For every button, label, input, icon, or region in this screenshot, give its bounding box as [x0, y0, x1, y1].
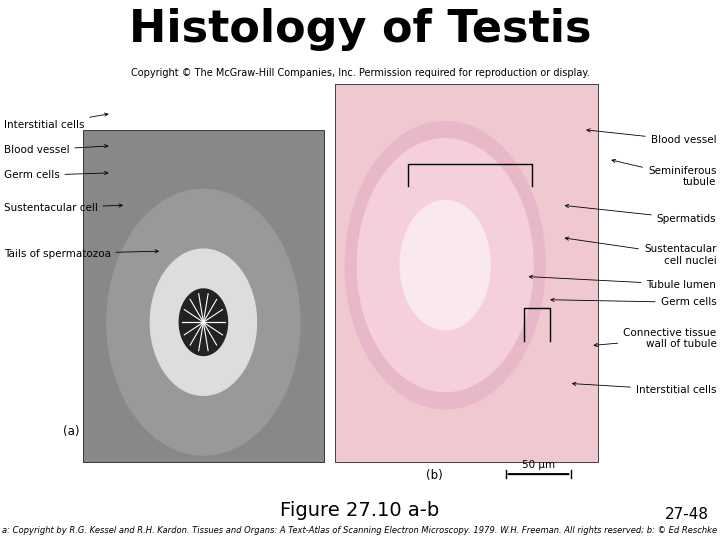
Text: a: Copyright by R.G. Kessel and R.H. Kardon. Tissues and Organs: A Text-Atlas of: a: Copyright by R.G. Kessel and R.H. Kar… — [2, 526, 718, 535]
Text: Interstitial cells: Interstitial cells — [572, 382, 716, 395]
Text: Germ cells: Germ cells — [551, 298, 716, 307]
Text: Seminiferous
tubule: Seminiferous tubule — [612, 159, 716, 187]
Polygon shape — [179, 289, 228, 355]
Text: Figure 27.10 a-b: Figure 27.10 a-b — [280, 501, 440, 520]
Bar — [335, 84, 598, 462]
Bar — [83, 130, 324, 462]
Polygon shape — [107, 190, 300, 455]
Text: Histology of Testis: Histology of Testis — [129, 8, 591, 51]
Text: (a): (a) — [63, 426, 79, 438]
Text: 50 μm: 50 μm — [522, 460, 555, 470]
Text: Tubule lumen: Tubule lumen — [529, 275, 716, 289]
Text: Blood vessel: Blood vessel — [587, 129, 716, 145]
Text: Sustentacular cell: Sustentacular cell — [4, 203, 122, 213]
Text: Spermatids: Spermatids — [565, 204, 716, 224]
Text: (b): (b) — [426, 469, 443, 482]
Text: Copyright © The McGraw-Hill Companies, Inc. Permission required for reproduction: Copyright © The McGraw-Hill Companies, I… — [130, 68, 590, 78]
Polygon shape — [400, 200, 490, 330]
Text: Sustentacular
cell nuclei: Sustentacular cell nuclei — [565, 237, 716, 266]
Text: Germ cells: Germ cells — [4, 171, 108, 180]
Text: 27-48: 27-48 — [665, 507, 709, 522]
Polygon shape — [150, 249, 256, 395]
Polygon shape — [357, 139, 533, 392]
Text: Tails of spermatozoa: Tails of spermatozoa — [4, 249, 158, 259]
Text: Connective tissue
wall of tubule: Connective tissue wall of tubule — [594, 328, 716, 349]
Text: Blood vessel: Blood vessel — [4, 145, 108, 155]
Text: Interstitial cells: Interstitial cells — [4, 113, 108, 130]
Polygon shape — [346, 122, 545, 409]
